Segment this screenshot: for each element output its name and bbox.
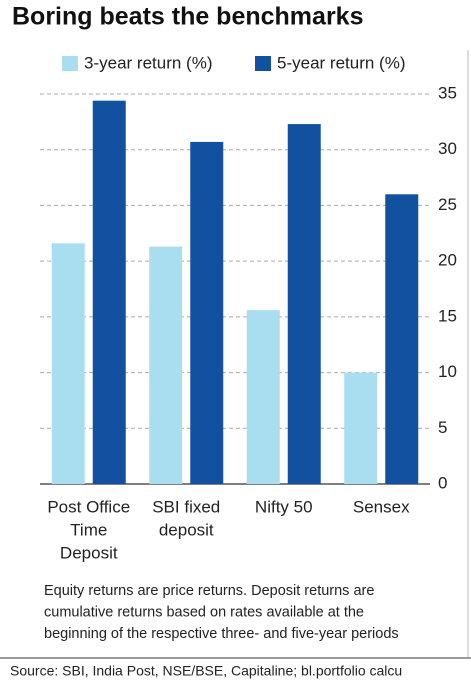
legend-label: 5-year return (%) [277,53,405,72]
bar [344,372,378,484]
note-line: cumulative returns based on rates availa… [44,604,364,620]
bar [51,243,85,484]
y-tick-label: 20 [438,251,457,270]
y-tick-label: 5 [438,418,447,437]
bar [385,194,419,485]
bar [149,246,183,484]
x-tick-label: deposit [159,520,214,539]
bar [190,141,224,484]
source: Source: SBI, India Post, NSE/BSE, Capita… [10,663,402,679]
y-tick-label: 15 [438,306,457,325]
x-tick-label: Sensex [353,497,410,516]
bar [92,100,126,484]
x-tick-label: Nifty 50 [255,497,313,516]
note-line: beginning of the respective three- and f… [44,626,399,642]
chart-title: Boring beats the benchmarks [12,3,363,31]
x-tick-label: Time [70,520,107,539]
y-tick-label: 35 [438,83,457,102]
y-tick-label: 10 [438,362,457,381]
bar [246,310,280,484]
y-tick-label: 0 [438,473,447,492]
x-tick-label: Deposit [60,543,118,562]
y-tick-label: 25 [438,195,457,214]
legend-swatch [255,56,271,71]
note-line: Equity returns are price returns. Deposi… [44,583,374,599]
x-tick-label: SBI fixed [152,497,220,516]
legend-swatch [62,56,78,71]
bar [287,124,321,484]
y-tick-label: 30 [438,139,457,158]
legend-label: 3-year return (%) [84,53,212,72]
x-tick-label: Post Office [47,497,130,516]
